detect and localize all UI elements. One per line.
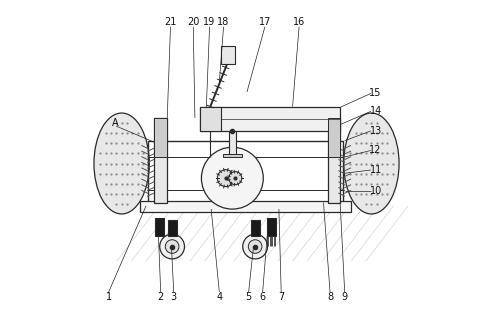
Bar — [200, 107, 340, 131]
Ellipse shape — [344, 113, 399, 214]
Bar — [154, 118, 166, 157]
Circle shape — [165, 240, 179, 253]
Bar — [223, 154, 242, 157]
Text: 12: 12 — [370, 146, 382, 155]
Bar — [154, 118, 166, 202]
Bar — [155, 218, 165, 236]
Text: 4: 4 — [216, 292, 222, 302]
Text: A: A — [112, 118, 119, 128]
Text: 5: 5 — [246, 292, 252, 302]
Text: 1: 1 — [106, 292, 112, 302]
Text: 21: 21 — [165, 17, 177, 27]
Text: 19: 19 — [204, 17, 216, 27]
Circle shape — [229, 172, 242, 185]
Text: 13: 13 — [370, 126, 382, 136]
Bar — [328, 118, 340, 157]
Text: 7: 7 — [278, 292, 285, 302]
Bar — [200, 107, 221, 131]
Circle shape — [217, 170, 234, 187]
Circle shape — [248, 240, 262, 253]
Text: 3: 3 — [170, 292, 177, 302]
Text: 9: 9 — [342, 292, 348, 302]
Text: 17: 17 — [259, 17, 271, 27]
Text: 18: 18 — [217, 17, 230, 27]
Ellipse shape — [94, 113, 149, 214]
Bar — [250, 220, 260, 236]
Text: 11: 11 — [370, 165, 382, 175]
Circle shape — [202, 147, 263, 209]
Bar — [328, 118, 340, 202]
Circle shape — [160, 234, 184, 259]
Text: 15: 15 — [370, 89, 382, 98]
Bar — [267, 218, 276, 236]
Text: 10: 10 — [370, 186, 382, 196]
Bar — [221, 46, 236, 64]
Text: 8: 8 — [327, 292, 333, 302]
Bar — [148, 141, 343, 202]
Bar — [139, 201, 351, 212]
Text: 2: 2 — [158, 292, 164, 302]
Text: 14: 14 — [370, 106, 382, 116]
Text: 20: 20 — [187, 17, 200, 27]
Text: 6: 6 — [259, 292, 266, 302]
Circle shape — [243, 234, 268, 259]
Bar — [167, 220, 177, 236]
Bar — [229, 131, 236, 155]
Text: 16: 16 — [293, 17, 305, 27]
